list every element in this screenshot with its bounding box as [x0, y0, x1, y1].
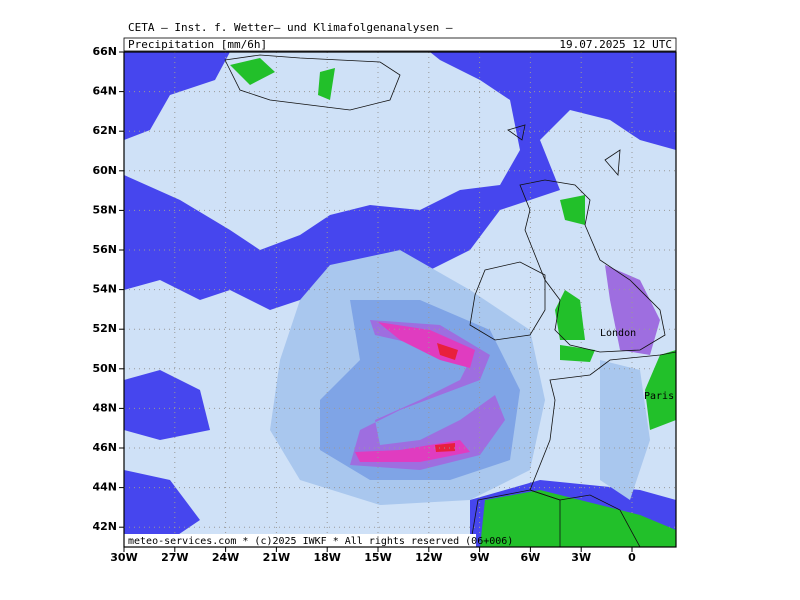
lat-label: 62N — [92, 124, 117, 137]
lon-label: 21W — [263, 551, 290, 564]
land-dry — [230, 58, 676, 547]
header-title: CETA — Inst. f. Wetter— und Klimafolgena… — [128, 21, 453, 34]
lon-label: 3W — [571, 551, 591, 564]
lat-label: 52N — [92, 322, 117, 335]
lat-label: 48N — [92, 401, 117, 414]
credit: meteo-services.com * (c)2025 IWKF * All … — [128, 536, 513, 547]
product: Precipitation [mm/6h] — [128, 38, 267, 51]
precip-moderate — [270, 250, 660, 505]
lon-label: 12W — [415, 551, 442, 564]
lon-label: 27W — [161, 551, 188, 564]
lat-label: 56N — [92, 243, 117, 256]
lon-label: 9W — [470, 551, 490, 564]
lon-label: 15W — [364, 551, 391, 564]
credit-bg — [124, 534, 476, 547]
lat-label: 60N — [92, 164, 117, 177]
lat-label: 50N — [92, 362, 117, 375]
lat-label: 66N — [92, 45, 117, 58]
header-bar — [123, 37, 677, 52]
lon-label: 18W — [313, 551, 340, 564]
valid-time: 19.07.2025 12 UTC — [559, 38, 672, 51]
place-label: Paris — [644, 391, 674, 402]
lat-label: 42N — [92, 520, 117, 533]
lat-label: 58N — [92, 203, 117, 216]
map-frame — [123, 51, 677, 548]
lat-label: 44N — [92, 481, 117, 494]
grid — [124, 52, 676, 547]
lat-label: 64N — [92, 85, 117, 98]
lon-label: 0 — [628, 551, 636, 564]
lon-label: 30W — [110, 551, 137, 564]
lat-label: 54N — [92, 283, 117, 296]
lon-label: 24W — [212, 551, 239, 564]
place-label: London — [600, 328, 636, 339]
lat-label: 46N — [92, 441, 117, 454]
map: meteo-services.com * (c)2025 IWKF * All … — [124, 52, 676, 547]
lon-label: 6W — [521, 551, 541, 564]
